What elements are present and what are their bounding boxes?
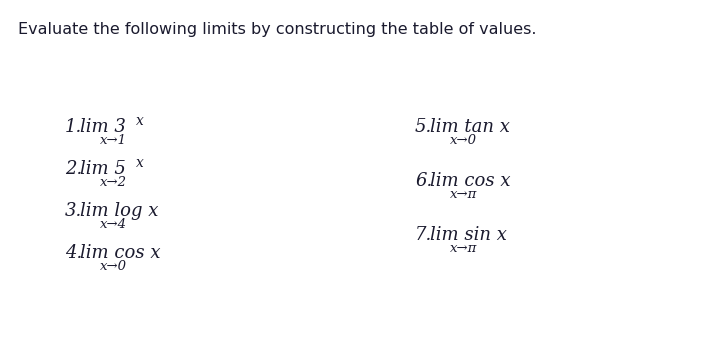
Text: x→0: x→0: [100, 260, 127, 273]
Text: lim log x: lim log x: [80, 202, 158, 220]
Text: lim tan x: lim tan x: [430, 118, 510, 136]
Text: x→π: x→π: [450, 188, 477, 201]
Text: 7.: 7.: [415, 226, 432, 244]
Text: 2.: 2.: [65, 160, 82, 178]
Text: x: x: [136, 156, 144, 170]
Text: 5.: 5.: [415, 118, 432, 136]
Text: lim cos x: lim cos x: [80, 244, 161, 262]
Text: lim sin x: lim sin x: [430, 226, 507, 244]
Text: x→0: x→0: [450, 134, 477, 147]
Text: 1.: 1.: [65, 118, 82, 136]
Text: lim 5: lim 5: [80, 160, 126, 178]
Text: x→π: x→π: [450, 242, 477, 255]
Text: 3.: 3.: [65, 202, 82, 220]
Text: x: x: [136, 114, 144, 128]
Text: x→4: x→4: [100, 218, 127, 231]
Text: 6.: 6.: [415, 172, 432, 190]
Text: x→2: x→2: [100, 176, 127, 189]
Text: lim cos x: lim cos x: [430, 172, 510, 190]
Text: Evaluate the following limits by constructing the table of values.: Evaluate the following limits by constru…: [18, 22, 536, 37]
Text: x→1: x→1: [100, 134, 127, 147]
Text: lim 3: lim 3: [80, 118, 126, 136]
Text: 4.: 4.: [65, 244, 82, 262]
